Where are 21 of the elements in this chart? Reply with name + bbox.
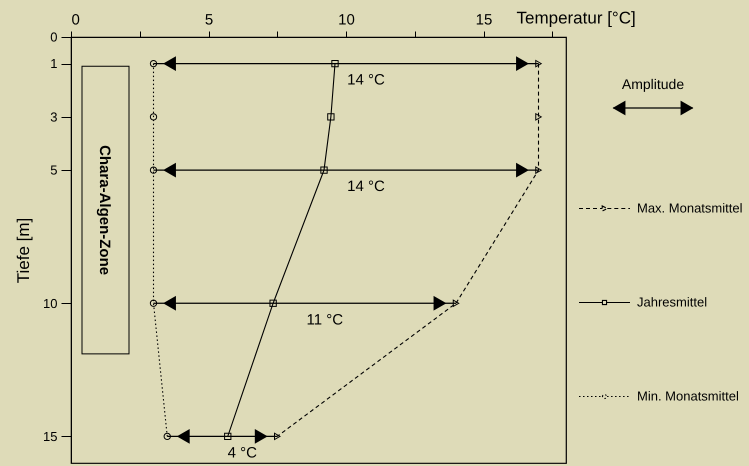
x-tick-label: 10 (338, 12, 355, 28)
x-tick-label: 5 (204, 12, 214, 28)
ref-line-label: 4 °C (228, 444, 258, 462)
y-axis-title: Tiefe [m] (14, 218, 34, 284)
y-tick-label: 1 (50, 56, 58, 72)
y-tick-label: 3 (50, 109, 58, 124)
legend-label: Jahresmittel (637, 294, 708, 310)
ref-line-label: 14 °C (347, 178, 386, 196)
x-axis-title: Temperatur [°C] (516, 8, 636, 28)
y-tick-label: 0 (50, 30, 58, 44)
text: Amplitude (622, 76, 684, 92)
x-tick-label: 0 (72, 12, 80, 28)
ref-line-label: 14 °C (347, 72, 386, 89)
ref-line-label: 11 °C (306, 311, 344, 328)
y-tick-label: 15 (43, 428, 58, 444)
legend-label: Min. Monatsmittel (637, 388, 739, 404)
legend-label: Max. Monatsmittel (637, 200, 743, 216)
x-tick-label: 15 (476, 12, 492, 28)
y-tick-label: 10 (43, 296, 58, 311)
y-tick-label: 5 (50, 162, 58, 178)
band-label: Chara-Algen-Zone (96, 145, 113, 276)
